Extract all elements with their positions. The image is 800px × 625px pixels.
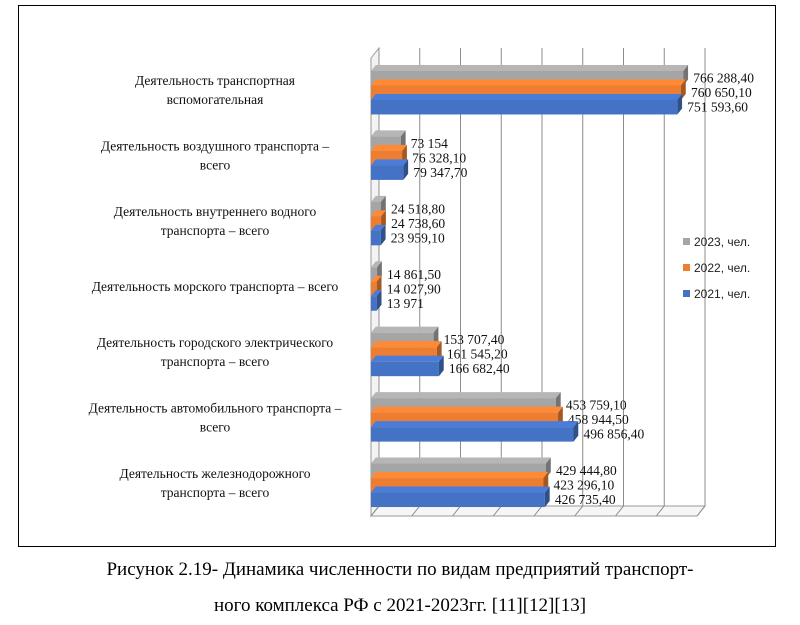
bar-front-face <box>371 296 377 311</box>
legend-label: 2022, чел. <box>694 261 750 275</box>
legend-label: 2021, чел. <box>694 287 750 301</box>
category-label: Деятельность воздушного транспорта – <box>101 139 330 154</box>
bar <box>371 486 550 508</box>
bar-top-face <box>371 93 683 100</box>
bar-end-face <box>403 159 409 180</box>
data-label: 166 682,40 <box>449 361 510 376</box>
bar-end-face <box>680 79 686 100</box>
bar-top-face <box>371 224 386 231</box>
bar-top-face <box>371 159 409 166</box>
data-label: 153 707,40 <box>444 332 505 347</box>
category-label: Деятельность автомобильного транспорта – <box>89 400 342 415</box>
caption-line-1: Рисунок 2.19- Динамика численности по ви… <box>106 559 694 580</box>
bar-top-face <box>371 355 444 362</box>
bar-top-face <box>371 421 579 428</box>
bar-top-face <box>371 261 382 268</box>
legend-swatch <box>683 264 690 271</box>
bar-front-face <box>371 267 378 282</box>
bar-top-face <box>371 290 382 297</box>
bar-end-face <box>438 355 444 377</box>
category-label: транспорта – всего <box>161 354 270 369</box>
bar-top-face <box>371 195 386 202</box>
gridline <box>696 48 706 517</box>
data-label: 73 154 <box>411 136 448 151</box>
data-label: 766 288,40 <box>693 70 754 85</box>
gridline <box>615 48 624 517</box>
category-label: транспорта – всего <box>161 485 270 500</box>
bar-top-face <box>371 144 407 151</box>
bar-end-face <box>573 421 579 442</box>
category-label: Деятельность морского транспорта – всего <box>92 279 339 294</box>
bar-front-face <box>371 361 439 377</box>
legend-swatch <box>683 290 690 297</box>
category-label: Деятельность железнодорожного <box>119 466 310 481</box>
category-label: транспорта – всего <box>161 223 270 238</box>
category-label: Деятельность городского электрического <box>97 335 334 350</box>
bar <box>371 159 409 180</box>
bar-top-face <box>371 130 406 137</box>
bar <box>371 224 386 246</box>
data-label: 13 971 <box>387 296 424 311</box>
gridline <box>452 48 461 517</box>
bar-top-face <box>371 326 439 333</box>
bar <box>371 93 683 115</box>
bar-top-face <box>371 79 686 86</box>
bar-front-face <box>371 281 377 297</box>
category-label: всего <box>200 158 231 173</box>
data-label: 14 027,90 <box>387 281 441 296</box>
data-label: 161 545,20 <box>447 347 508 362</box>
legend-label: 2023, чел. <box>694 235 750 249</box>
gridline <box>533 48 543 517</box>
data-label: 496 856,40 <box>583 427 644 442</box>
bar-front-face <box>371 216 382 231</box>
bar-front-face <box>371 230 381 246</box>
data-label: 79 347,70 <box>413 165 467 180</box>
data-label: 24 518,80 <box>391 201 445 216</box>
data-label: 14 861,50 <box>387 267 441 282</box>
bar <box>371 290 382 311</box>
category-label: Деятельность внутреннего водного <box>114 204 317 219</box>
legend-swatch <box>683 238 690 245</box>
bar-top-face <box>371 210 386 217</box>
bar-top-face <box>371 275 382 282</box>
bar-end-face <box>544 486 550 508</box>
data-label: 76 328,10 <box>412 150 466 165</box>
bar-top-face <box>371 486 550 493</box>
data-label: 423 296,10 <box>553 478 614 493</box>
bar <box>371 421 579 442</box>
data-label: 751 593,60 <box>687 99 748 114</box>
gridline <box>655 48 665 517</box>
bar-top-face <box>371 392 561 399</box>
data-label: 429 444,80 <box>556 463 617 478</box>
category-label: всего <box>200 419 231 434</box>
chart-frame: 766 288,40 760 650,10 751 593,60 Деятельнос… <box>18 5 776 547</box>
bar-top-face <box>371 64 689 71</box>
data-label: 23 959,10 <box>391 230 445 245</box>
bar-end-face <box>376 290 382 311</box>
bar-top-face <box>371 406 563 413</box>
data-label: 760 650,10 <box>691 85 752 100</box>
bar-front-face <box>371 492 545 508</box>
category-label: вспомогательная <box>167 92 264 107</box>
bar-end-face <box>677 93 683 115</box>
bar-top-face <box>371 341 442 348</box>
bar-front-face <box>371 99 678 115</box>
bar-front-face <box>371 201 381 217</box>
data-label: 426 735,40 <box>555 492 616 507</box>
bar-front-face <box>371 165 404 180</box>
figure-caption: Рисунок 2.19- Динамика численности по ви… <box>0 552 800 624</box>
category-label: Деятельность транспортная <box>135 73 295 88</box>
bar-top-face <box>371 457 551 464</box>
data-label: 458 944,50 <box>568 412 629 427</box>
data-label: 453 759,10 <box>566 398 627 413</box>
bar <box>371 355 444 377</box>
bar-end-face <box>380 224 386 246</box>
data-label: 24 738,60 <box>391 216 445 231</box>
bar-front-face <box>371 427 574 442</box>
caption-line-2: ного комплекса РФ с 2021-2023гг. [11][12… <box>213 595 587 616</box>
bar-top-face <box>371 472 549 479</box>
gridline <box>574 48 584 517</box>
gridline <box>492 48 502 517</box>
